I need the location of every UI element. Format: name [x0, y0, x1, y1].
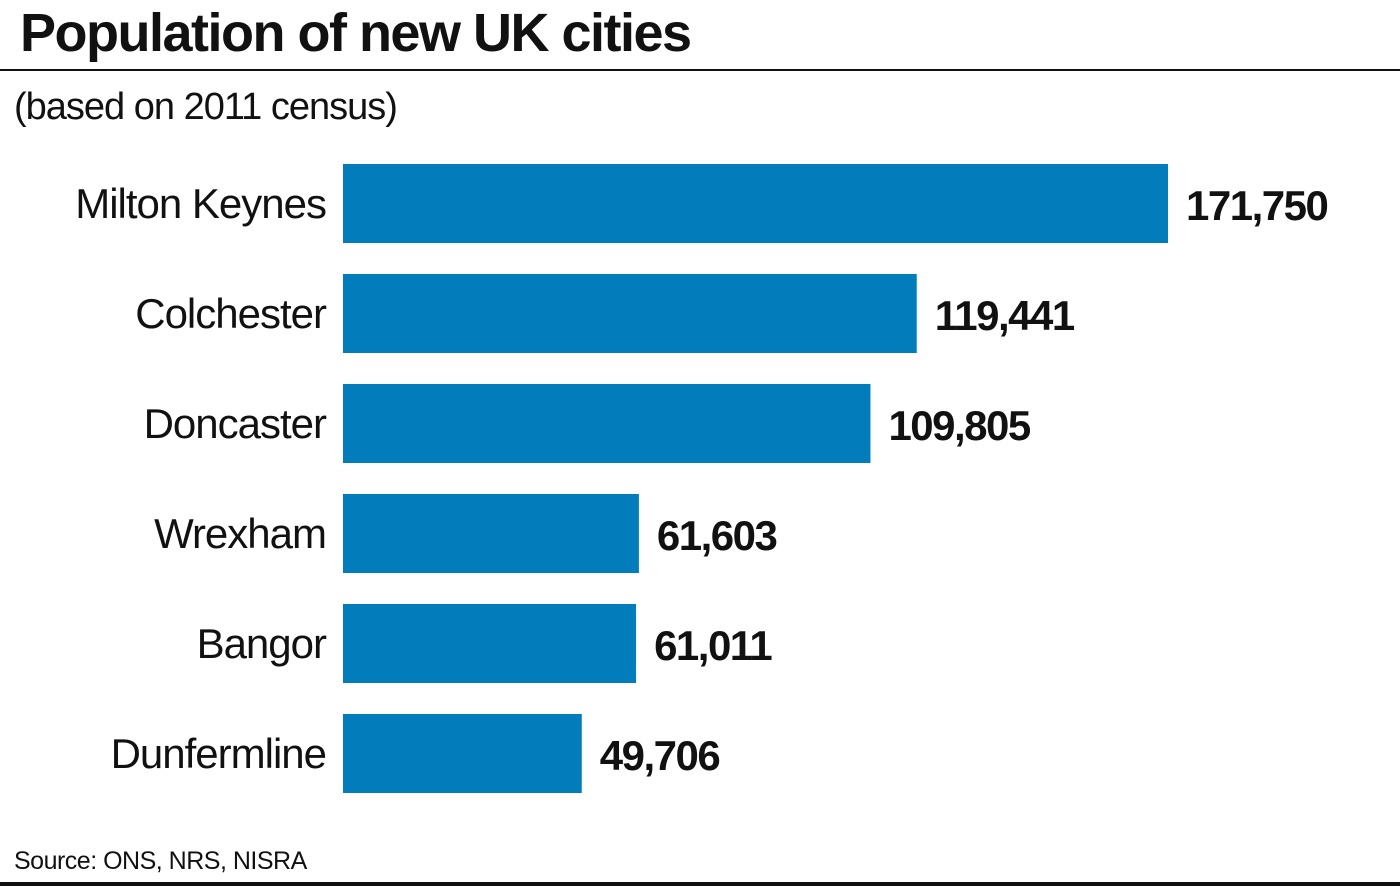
- value-label: 119,441: [935, 292, 1075, 339]
- bar: [343, 604, 637, 683]
- category-label: Dunfermline: [111, 730, 326, 777]
- value-label: 61,011: [654, 622, 772, 669]
- footer-divider: [0, 882, 1400, 886]
- bar: [343, 164, 1168, 243]
- bar: [343, 714, 582, 793]
- title-divider: [0, 69, 1400, 71]
- source-note: Source: ONS, NRS, NISRA: [14, 847, 307, 875]
- bar: [343, 274, 917, 353]
- value-label: 49,706: [600, 732, 720, 779]
- category-label: Colchester: [135, 290, 327, 337]
- value-label: 109,805: [888, 402, 1030, 449]
- value-label: 61,603: [657, 512, 777, 559]
- category-label: Bangor: [197, 620, 327, 667]
- category-label: Milton Keynes: [75, 180, 326, 227]
- chart-title: Population of new UK cities: [20, 3, 692, 63]
- category-label: Wrexham: [154, 510, 326, 557]
- bar: [343, 494, 639, 573]
- category-label: Doncaster: [144, 400, 327, 447]
- value-label: 171,750: [1186, 182, 1327, 229]
- bar: [343, 384, 871, 463]
- chart-subtitle: (based on 2011 census): [14, 86, 398, 128]
